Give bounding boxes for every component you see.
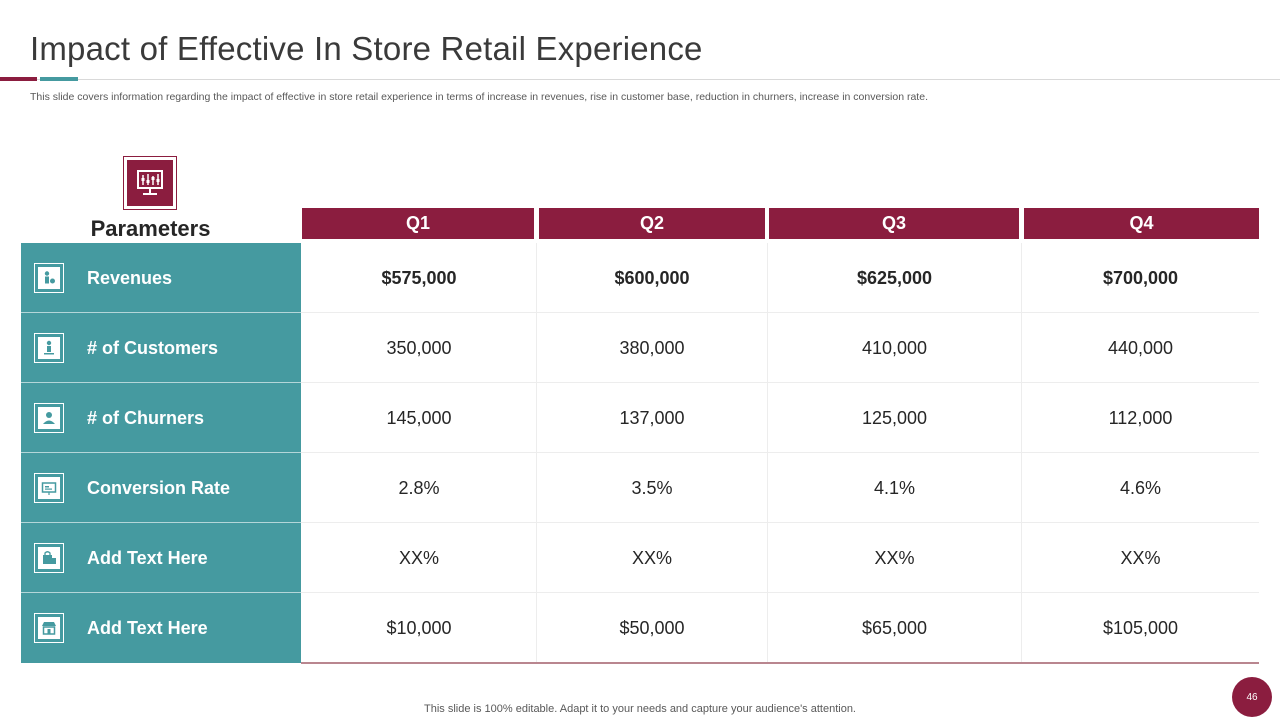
row-divider [21,382,301,383]
title-divider [0,79,1280,80]
page-number-badge: 46 [1232,677,1272,717]
row-divider [301,522,1259,523]
person-stand-icon [34,333,64,363]
row-divider [301,382,1259,383]
store-icon [34,613,64,643]
row-divider [21,592,301,593]
user-icon [34,403,64,433]
table-cell: $700,000 [1102,267,1179,288]
person-money-icon [34,263,64,293]
table-cell: XX% [398,547,440,568]
table-cell: XX% [631,547,673,568]
monitor-chart-icon [123,156,177,210]
table-cell: 380,000 [619,337,685,358]
table-cell: 440,000 [1107,337,1174,358]
table-cell: 137,000 [619,407,685,428]
row-label-add-text-2: Add Text Here [21,593,301,663]
row-divider [21,312,301,313]
column-divider [536,243,537,663]
table-cell: 2.8% [398,477,440,498]
row-divider [301,592,1259,593]
slide-title: Impact of Effective In Store Retail Expe… [30,30,703,67]
table-bottom-border [301,662,1259,664]
table-cell: $50,000 [619,617,685,638]
table-cell: $10,000 [386,617,452,638]
parameters-header: Parameters [90,216,211,241]
row-label-customers: # of Customers [21,313,301,383]
row-label-add-text-1: Add Text Here [21,523,301,593]
slide-subtitle: This slide covers information regarding … [30,91,928,103]
header-q2: Q2 [539,208,765,239]
row-divider [21,452,301,453]
accent-bar-red [0,77,37,81]
table-cell: 112,000 [1108,407,1173,428]
header-q4: Q4 [1024,208,1259,239]
row-label-churners: # of Churners [21,383,301,453]
table-cell: 145,000 [386,407,452,428]
row-divider [301,312,1259,313]
presentation-icon [34,473,64,503]
table-cell: 125,000 [861,407,928,428]
table-cell: $600,000 [614,267,690,288]
table-cell: $575,000 [381,267,457,288]
table-cell: 4.6% [1119,477,1162,498]
accent-bar-teal [40,77,78,81]
shopping-bag-icon [34,543,64,573]
column-divider [1021,243,1022,663]
row-label-conversion-rate: Conversion Rate [21,453,301,523]
header-q3: Q3 [769,208,1019,239]
header-q1: Q1 [302,208,534,239]
row-divider [21,522,301,523]
table-cell: XX% [1120,547,1161,568]
table-cell: XX% [874,547,915,568]
column-divider [767,243,768,663]
table-cell: $105,000 [1102,617,1179,638]
parameters-column [21,243,301,663]
table-cell: 3.5% [631,477,673,498]
footer-note: This slide is 100% editable. Adapt it to… [424,703,856,715]
row-label-revenues: Revenues [21,243,301,313]
table-cell: $65,000 [861,617,928,638]
table-cell: 4.1% [873,477,916,498]
table-cell: 350,000 [386,337,452,358]
row-divider [301,452,1259,453]
table-cell: $625,000 [856,267,933,288]
table-cell: 410,000 [861,337,928,358]
